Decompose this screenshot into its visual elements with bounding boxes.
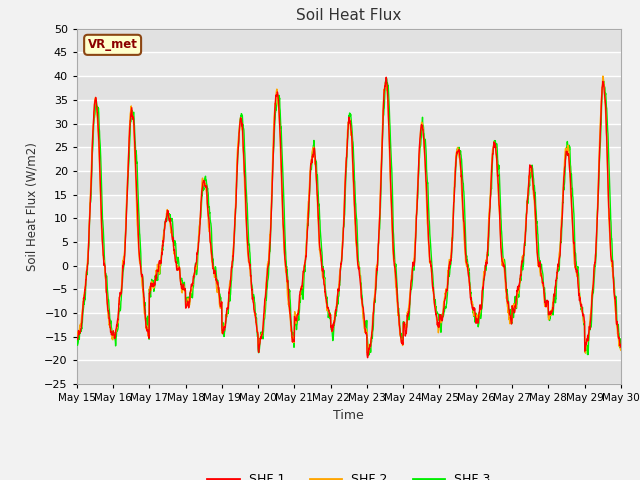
Bar <box>77 265 621 289</box>
SHF 2 <box>225 297 232 302</box>
SHF 2 <box>584 336 592 342</box>
SHF 3 <box>365 352 372 358</box>
Bar <box>77 123 621 147</box>
SHF 2 <box>617 348 625 353</box>
SHF 3 <box>73 336 81 342</box>
Bar <box>77 147 621 171</box>
Bar <box>77 289 621 313</box>
SHF 1 <box>382 74 390 80</box>
Legend: SHF 1, SHF 2, SHF 3: SHF 1, SHF 2, SHF 3 <box>202 468 495 480</box>
SHF 3 <box>584 348 592 354</box>
SHF 3 <box>570 199 577 205</box>
Bar <box>77 52 621 76</box>
SHF 3 <box>617 336 625 342</box>
SHF 2 <box>73 334 81 339</box>
SHF 1 <box>570 233 577 239</box>
SHF 2 <box>569 228 577 234</box>
Bar <box>77 313 621 336</box>
Bar <box>77 242 621 265</box>
Bar <box>77 194 621 218</box>
Text: VR_met: VR_met <box>88 38 138 51</box>
Bar <box>77 29 621 52</box>
Bar <box>77 100 621 123</box>
X-axis label: Time: Time <box>333 408 364 421</box>
SHF 2 <box>364 351 372 357</box>
SHF 3 <box>365 348 372 354</box>
SHF 1 <box>365 349 372 355</box>
SHF 1 <box>364 355 371 360</box>
Y-axis label: Soil Heat Flux (W/m2): Soil Heat Flux (W/m2) <box>26 142 38 271</box>
SHF 1 <box>73 337 81 343</box>
SHF 1 <box>225 300 232 306</box>
SHF 2 <box>365 349 372 355</box>
SHF 2 <box>376 186 384 192</box>
SHF 1 <box>508 321 515 326</box>
Bar <box>77 171 621 194</box>
SHF 3 <box>508 317 515 323</box>
Bar <box>77 76 621 100</box>
Line: SHF 3: SHF 3 <box>77 78 621 355</box>
Bar <box>77 360 621 384</box>
SHF 2 <box>599 73 607 79</box>
SHF 2 <box>507 318 515 324</box>
Line: SHF 1: SHF 1 <box>77 77 621 358</box>
SHF 3 <box>225 305 232 311</box>
SHF 3 <box>376 204 384 210</box>
SHF 1 <box>376 194 384 200</box>
Title: Soil Heat Flux: Soil Heat Flux <box>296 9 401 24</box>
SHF 1 <box>584 334 592 339</box>
Bar <box>77 336 621 360</box>
SHF 3 <box>382 75 390 81</box>
Bar <box>77 218 621 242</box>
SHF 1 <box>617 344 625 350</box>
Line: SHF 2: SHF 2 <box>77 76 621 354</box>
